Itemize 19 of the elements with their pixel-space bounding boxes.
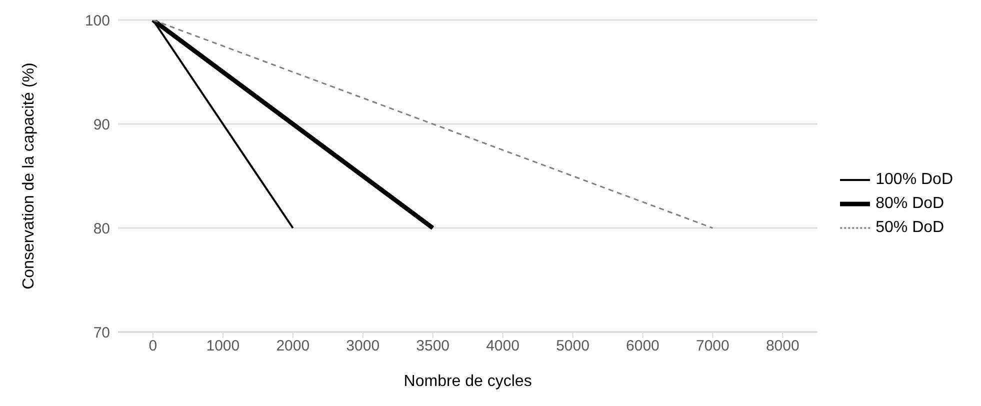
y-tick-label: 100 [84, 12, 110, 30]
y-axis-title: Conservation de la capacité (%) [20, 62, 38, 290]
y-tick-label: 90 [93, 116, 110, 134]
legend-label: 100% DoD [876, 171, 953, 189]
legend-label: 50% DoD [876, 219, 944, 237]
y-tick-label: 80 [93, 220, 110, 238]
x-tick-label: 1000 [206, 338, 240, 355]
legend-label: 80% DoD [876, 195, 944, 213]
x-tick-label: 5000 [556, 338, 590, 355]
y-tick-label: 70 [93, 324, 110, 342]
x-tick-label: 0 [148, 338, 158, 355]
x-tick-label: 6000 [626, 338, 660, 355]
x-tick-label: 3500 [416, 338, 450, 355]
x-tick-label: 7000 [696, 338, 730, 355]
x-tick-label: 3000 [346, 338, 380, 355]
x-tick-label: 8000 [766, 338, 800, 355]
x-tick-label: 4000 [486, 338, 520, 355]
x-axis-title: Nombre de cycles [404, 373, 532, 390]
x-tick-label: 2000 [276, 338, 310, 355]
